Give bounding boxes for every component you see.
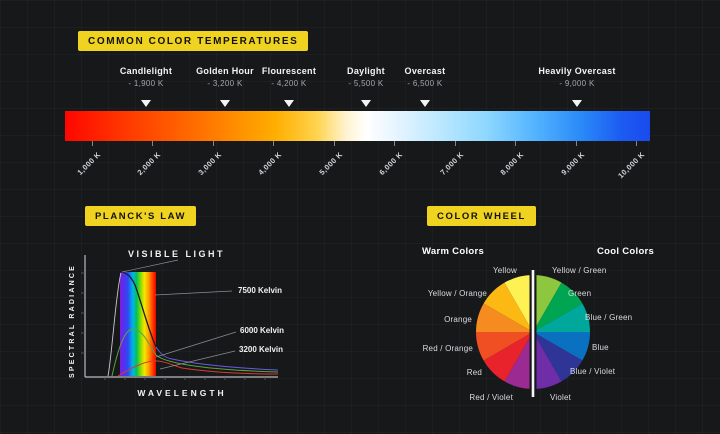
wheel-label-cool-blue-green: Blue / Green xyxy=(585,313,633,322)
wheel-segment-yellow-green xyxy=(533,275,562,332)
curve-label-3200k: 3200 Kelvin xyxy=(239,345,283,354)
color-wheel-segments xyxy=(476,275,590,389)
wheel-segment-red-orange xyxy=(476,332,533,361)
wheel-segment-red-violet xyxy=(504,332,533,389)
axis-tick xyxy=(213,141,214,146)
wheel-label-warm-red-violet: Red / Violet xyxy=(469,393,513,402)
marker-kelvin: - 9,000 K xyxy=(559,79,595,88)
marker-daylight: Daylight - 5,500 K xyxy=(347,66,385,88)
curve-6000k xyxy=(111,328,279,377)
axis-tick xyxy=(273,141,274,146)
axis-tick-label: 6,000 K xyxy=(377,150,405,177)
curve-3200k xyxy=(117,360,279,377)
marker-arrow-icon xyxy=(420,100,430,107)
axis-tick xyxy=(576,141,577,146)
axis-tick-label: 7,000 K xyxy=(438,150,466,177)
axis-tick xyxy=(515,141,516,146)
wheel-segment-blue-green xyxy=(533,303,590,332)
visible-spectrum-band xyxy=(120,272,156,376)
wheel-segment-yellow-orange xyxy=(483,282,533,332)
marker-flourescent: Flourescent - 4,200 K xyxy=(262,66,316,88)
y-axis-label: SPECTRAL RADIANCE xyxy=(69,264,76,378)
planck-section-title: PLANCK'S LAW xyxy=(85,206,197,226)
color-wheel-section-title: COLOR WHEEL xyxy=(427,206,536,226)
warm-colors-header: Warm Colors xyxy=(422,246,485,257)
axis-tick xyxy=(92,141,93,146)
planck-law-chart: VISIBLE LIGHT 7500 Kelvin 6000 Kelvin 32… xyxy=(69,249,284,398)
wheel-segment-violet xyxy=(533,332,562,389)
axis-tick-label: 5,000 K xyxy=(317,150,345,177)
wheel-segment-green xyxy=(533,282,583,332)
axis-tick xyxy=(455,141,456,146)
marker-heavily-overcast: Heavily Overcast - 9,000 K xyxy=(538,66,615,88)
marker-kelvin: - 4,200 K xyxy=(271,79,307,88)
marker-overcast: Overcast - 6,500 K xyxy=(405,66,446,88)
wheel-label-warm-yellow-orange: Yellow / Orange xyxy=(427,289,487,298)
axis-tick xyxy=(394,141,395,146)
wheel-segment-blue xyxy=(533,332,590,361)
axis-tick-label: 4,000 K xyxy=(256,150,284,177)
marker-name: Flourescent xyxy=(261,66,317,76)
wheel-segment-red xyxy=(483,332,533,382)
marker-kelvin: - 1,900 K xyxy=(128,79,164,88)
axis-tick xyxy=(636,141,637,146)
axis-tick-label: 9,000 K xyxy=(559,150,587,177)
axis-tick-label: 3,000 K xyxy=(196,150,224,177)
axis-tick-label: 1,000 K xyxy=(75,150,103,177)
wheel-label-cool-yellow-green: Yellow / Green xyxy=(552,266,607,275)
marker-arrow-icon xyxy=(141,100,151,107)
wheel-label-warm-red: Red xyxy=(466,368,482,377)
axis-tick-label: 10,000 K xyxy=(616,150,647,181)
curve-7500k-fall xyxy=(119,271,157,348)
wheel-label-cool-violet: Violet xyxy=(550,393,572,402)
axis-tick-label: 2,000 K xyxy=(135,150,163,177)
wheel-divider-line xyxy=(531,270,535,397)
curve-leader-lines xyxy=(121,259,237,370)
marker-kelvin: - 3,200 K xyxy=(207,79,243,88)
wheel-label-cool-blue-violet: Blue / Violet xyxy=(570,367,616,376)
wheel-segment-yellow xyxy=(504,275,533,332)
wheel-segment-orange xyxy=(476,303,533,332)
marker-arrow-icon xyxy=(361,100,371,107)
curve-7500k-tail xyxy=(155,346,279,371)
curve-7500k-rise xyxy=(107,272,122,377)
marker-arrow-icon xyxy=(220,100,230,107)
axis-tick xyxy=(152,141,153,146)
curve-label-7500k: 7500 Kelvin xyxy=(238,286,282,295)
marker-arrow-icon xyxy=(572,100,582,107)
marker-name: Overcast xyxy=(404,66,446,76)
kelvin-gradient-bar xyxy=(65,111,650,141)
cool-colors-header: Cool Colors xyxy=(597,246,655,257)
axis-tick xyxy=(334,141,335,146)
marker-name: Heavily Overcast xyxy=(538,66,616,76)
wheel-label-warm-red-orange: Red / Orange xyxy=(422,344,473,353)
visible-light-label: VISIBLE LIGHT xyxy=(128,249,225,259)
wheel-label-warm-orange: Orange xyxy=(444,315,472,324)
wheel-label-cool-blue: Blue xyxy=(592,343,609,352)
marker-candlelight: Candlelight - 1,900 K xyxy=(120,66,172,88)
marker-kelvin: - 6,500 K xyxy=(407,79,443,88)
wheel-segment-blue-violet xyxy=(533,332,583,382)
marker-kelvin: - 5,500 K xyxy=(348,79,384,88)
marker-golden-hour: Golden Hour - 3,200 K xyxy=(196,66,254,88)
color-wheel-chart xyxy=(476,270,590,397)
axis-tick-label: 8,000 K xyxy=(498,150,526,177)
wheel-label-warm-yellow: Yellow xyxy=(492,266,517,275)
marker-arrow-icon xyxy=(284,100,294,107)
wheel-label-cool-green: Green xyxy=(568,289,592,298)
curve-label-6000k: 6000 Kelvin xyxy=(240,326,284,335)
marker-name: Golden Hour xyxy=(196,66,254,76)
x-axis-label: WAVELENGTH xyxy=(137,388,226,398)
marker-name: Candlelight xyxy=(119,66,173,76)
marker-name: Daylight xyxy=(347,66,385,76)
page-title: COMMON COLOR TEMPERATURES xyxy=(78,31,309,51)
axis-tick-marks xyxy=(81,272,266,380)
